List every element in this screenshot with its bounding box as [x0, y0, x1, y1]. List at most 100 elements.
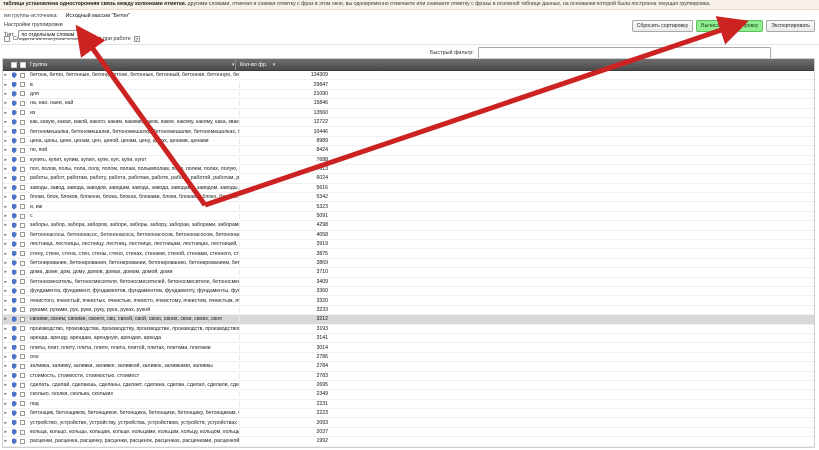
- row-checkbox[interactable]: [20, 147, 25, 153]
- table-row[interactable]: ▸ руками, руками, рук, руки, руку, рука, …: [3, 306, 814, 316]
- row-checkbox[interactable]: [20, 363, 25, 369]
- row-expand-toggle[interactable]: ▸: [3, 345, 10, 351]
- table-row[interactable]: ▸ производство, производства, производств…: [3, 325, 814, 334]
- row-checkbox-cell[interactable]: [18, 438, 27, 444]
- row-expand-toggle[interactable]: ▸: [3, 138, 10, 144]
- row-checkbox-cell[interactable]: [18, 410, 27, 416]
- table-row[interactable]: ▸ работы, работ, работам, работу, работа,…: [3, 174, 814, 184]
- row-checkbox[interactable]: [20, 288, 25, 294]
- row-checkbox-cell[interactable]: [18, 298, 27, 304]
- table-row[interactable]: ▸ блоки, блок, блоков, блокони, блока, бл…: [3, 193, 814, 203]
- row-expand-toggle[interactable]: ▸: [3, 438, 10, 444]
- row-checkbox-cell[interactable]: [18, 110, 27, 116]
- header-checkbox-cell[interactable]: [18, 61, 27, 68]
- row-checkbox[interactable]: [20, 194, 25, 200]
- row-expand-toggle[interactable]: ▸: [3, 298, 10, 304]
- table-row[interactable]: ▸ как, какую, какая, какой, какого, каким…: [3, 118, 814, 128]
- table-row[interactable]: ▸ ооо 2786: [3, 353, 814, 363]
- table-row[interactable]: ▸ купить, купит, купим, купил, купе, куп,…: [3, 156, 814, 165]
- row-checkbox[interactable]: [20, 279, 25, 285]
- table-row[interactable]: ▸ дома, доме, дом, дому, домов, домах, до…: [3, 268, 814, 278]
- row-checkbox-cell[interactable]: [18, 307, 27, 313]
- row-checkbox-cell[interactable]: [18, 316, 27, 322]
- table-row[interactable]: ▸ в 29847: [3, 80, 814, 90]
- row-expand-toggle[interactable]: ▸: [3, 316, 10, 322]
- row-checkbox[interactable]: [20, 401, 25, 407]
- header-group-sort-icon-cell[interactable]: ▼: [228, 62, 235, 68]
- row-checkbox-cell[interactable]: [18, 345, 27, 351]
- row-expand-toggle[interactable]: ▸: [3, 363, 10, 369]
- row-checkbox-cell[interactable]: [18, 326, 27, 332]
- row-checkbox[interactable]: [20, 91, 25, 97]
- row-checkbox-cell[interactable]: [18, 166, 27, 172]
- row-checkbox[interactable]: [20, 354, 25, 360]
- row-expand-toggle[interactable]: ▸: [3, 335, 10, 341]
- row-checkbox[interactable]: [20, 222, 25, 228]
- row-expand-toggle[interactable]: ▸: [3, 326, 10, 332]
- row-checkbox[interactable]: [20, 166, 25, 172]
- row-checkbox-cell[interactable]: [18, 354, 27, 360]
- table-row[interactable]: ▸ по, пой 8424: [3, 146, 814, 156]
- row-expand-toggle[interactable]: ▸: [3, 269, 10, 275]
- row-checkbox[interactable]: [20, 269, 25, 275]
- row-checkbox-cell[interactable]: [18, 382, 27, 388]
- row-expand-toggle[interactable]: ▸: [3, 213, 10, 219]
- table-row[interactable]: ▸ заборы, забор, забора, заборов, заборе,…: [3, 221, 814, 231]
- table-row[interactable]: ▸ фундамента, фундамент, фундаментов, фун…: [3, 287, 814, 297]
- row-checkbox[interactable]: [20, 307, 25, 313]
- row-expand-toggle[interactable]: ▸: [3, 251, 10, 257]
- row-checkbox-cell[interactable]: [18, 373, 27, 379]
- row-checkbox[interactable]: [20, 251, 25, 257]
- table-row[interactable]: ▸ с 5091: [3, 212, 814, 222]
- row-checkbox-cell[interactable]: [18, 260, 27, 266]
- table-row[interactable]: ▸ бетонщик, бетонщиков, бетонщикои, бетон…: [3, 409, 814, 419]
- row-checkbox-cell[interactable]: [18, 91, 27, 97]
- row-checkbox-cell[interactable]: [18, 175, 27, 181]
- row-checkbox-cell[interactable]: [18, 138, 27, 144]
- row-expand-toggle[interactable]: ▸: [3, 157, 10, 163]
- table-row[interactable]: ▸ стену, стене, стена, стен, стены, стено…: [3, 249, 814, 259]
- table-row[interactable]: ▸ лестница, лестницы, лестницу, лестниц, …: [3, 240, 814, 250]
- row-checkbox[interactable]: [20, 382, 25, 388]
- row-checkbox-cell[interactable]: [18, 251, 27, 257]
- row-expand-toggle[interactable]: ▸: [3, 175, 10, 181]
- row-checkbox-cell[interactable]: [18, 157, 27, 163]
- table-row[interactable]: ▸ пол, полов, полы, пола, полу, полом, по…: [3, 165, 814, 175]
- row-checkbox[interactable]: [20, 420, 25, 426]
- row-checkbox-cell[interactable]: [18, 391, 27, 397]
- row-checkbox[interactable]: [20, 298, 25, 304]
- row-checkbox-cell[interactable]: [18, 82, 27, 88]
- row-expand-toggle[interactable]: ▸: [3, 119, 10, 125]
- row-checkbox-cell[interactable]: [18, 401, 27, 407]
- row-expand-toggle[interactable]: ▸: [3, 288, 10, 294]
- row-checkbox-cell[interactable]: [18, 213, 27, 219]
- grouping-type-select[interactable]: по отдельным словам ▼: [18, 30, 87, 39]
- row-expand-toggle[interactable]: ▸: [3, 129, 10, 135]
- row-checkbox-cell[interactable]: [18, 363, 27, 369]
- table-row[interactable]: ▸ заливка, заливку, заливки, заливке, зал…: [3, 362, 814, 372]
- table-row[interactable]: ▸ заводы, завод, завода, заводов, заводам…: [3, 184, 814, 194]
- row-checkbox[interactable]: [20, 72, 25, 78]
- row-expand-toggle[interactable]: ▸: [3, 110, 10, 116]
- row-checkbox-cell[interactable]: [18, 185, 27, 191]
- row-expand-toggle[interactable]: ▸: [3, 166, 10, 172]
- row-checkbox[interactable]: [20, 185, 25, 191]
- table-row[interactable]: ▸ кольца, кольцо, кольцы, кольцам, кольце…: [3, 428, 814, 438]
- export-button[interactable]: Экспортировать: [766, 20, 815, 32]
- row-checkbox[interactable]: [20, 175, 25, 181]
- row-expand-toggle[interactable]: ▸: [3, 410, 10, 416]
- table-row[interactable]: ▸ на, нао, наеи, най 15846: [3, 99, 814, 109]
- table-row[interactable]: ▸ плиты, плит, плиту, плита, плите, плита…: [3, 343, 814, 353]
- table-row[interactable]: ▸ бетономешалка, бетономешалки, бетономеш…: [3, 127, 814, 137]
- row-checkbox[interactable]: [20, 157, 25, 163]
- reset-sort-button[interactable]: Сбросить сортировку: [631, 20, 694, 32]
- table-row[interactable]: ▸ для 21090: [3, 90, 814, 100]
- table-row[interactable]: ▸ бетононасосы, бетононасос, бетононасоса…: [3, 231, 814, 241]
- table-row[interactable]: ▸ и, иж 5323: [3, 202, 814, 212]
- table-row[interactable]: ▸ стоимость, стоимости, стоимостью, стоим…: [3, 372, 814, 381]
- row-expand-toggle[interactable]: ▸: [3, 72, 10, 78]
- row-expand-toggle[interactable]: ▸: [3, 307, 10, 313]
- row-expand-toggle[interactable]: ▸: [3, 260, 10, 266]
- row-expand-toggle[interactable]: ▸: [3, 279, 10, 285]
- row-checkbox-cell[interactable]: [18, 194, 27, 200]
